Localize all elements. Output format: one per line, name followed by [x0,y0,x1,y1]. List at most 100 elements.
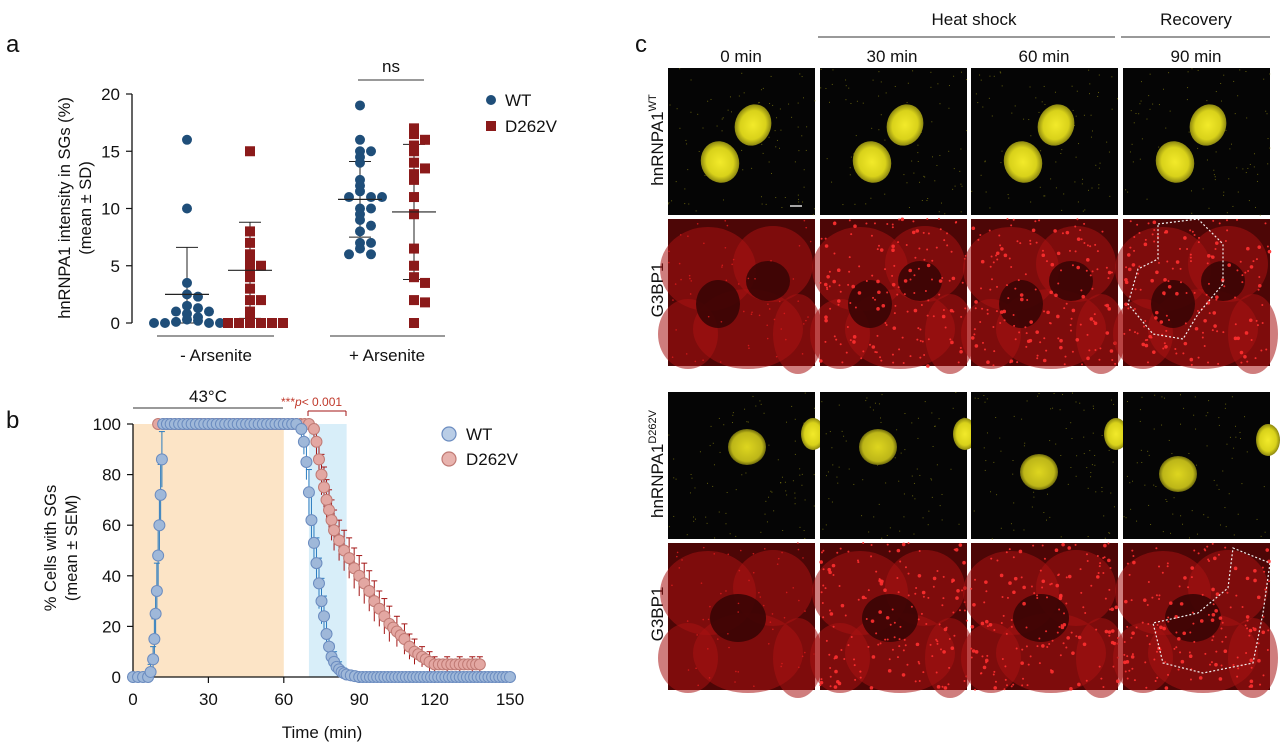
granule [1025,626,1028,629]
noise-dot [1099,162,1101,164]
noise-dot [1055,187,1057,189]
noise-dot [718,417,720,419]
granule [822,616,825,619]
noise-dot [1183,407,1185,409]
granule [891,648,894,651]
granule [833,685,838,689]
noise-dot [958,523,960,525]
noise-dot [1197,69,1199,71]
granule [679,234,682,236]
granule [1129,220,1132,223]
granule [870,555,873,558]
noise-dot [1168,72,1170,74]
granule [871,655,876,659]
data-point-d262v [245,295,255,306]
noise-dot [798,198,800,200]
granule [776,563,779,565]
micrograph-r2-c4 [1113,218,1278,374]
granule [716,638,719,640]
granule [1079,323,1082,326]
xtick-label-b: 150 [496,690,524,709]
granule [992,325,995,328]
noise-dot [1225,129,1227,131]
granule [910,605,913,608]
granule [826,274,830,279]
noise-dot [952,188,954,190]
granule [1125,660,1130,664]
granule [1018,331,1021,334]
granule [1102,557,1105,560]
noise-dot [1092,405,1094,407]
granule [1154,679,1157,682]
granule [1189,678,1192,681]
noise-dot [1219,524,1221,526]
noise-dot [668,203,670,205]
granule [1068,249,1071,252]
noise-dot [766,521,768,523]
granule [1086,356,1090,361]
granule [766,324,769,327]
granule [836,268,841,273]
granule [914,592,917,595]
granule [783,312,786,315]
noise-dot [1264,531,1266,533]
nucleus [728,429,766,465]
granule [1049,583,1052,586]
granule [1070,329,1073,332]
granule [824,315,828,319]
noise-dot [772,104,774,106]
granule [1179,247,1182,250]
granule [1254,357,1257,360]
granule [1124,280,1129,285]
granule [1179,281,1182,284]
data-point-wt [355,157,365,168]
ytick-label-a: 5 [111,257,120,276]
data-point-wt [315,595,328,608]
noise-dot [1125,517,1127,519]
noise-dot [936,464,938,466]
granule [1239,350,1244,355]
granule [1019,242,1022,245]
granule [738,569,741,572]
noise-dot [1180,423,1182,425]
noise-dot [1091,187,1093,189]
granule [937,218,940,221]
granule [1056,314,1060,319]
noise-dot [1131,143,1133,145]
micrograph-r1-c3 [971,68,1119,215]
granule [986,625,989,628]
ytick-label-b: 0 [112,668,121,687]
noise-dot [954,185,956,187]
data-point-wt [215,318,225,328]
granule [1130,599,1133,602]
noise-dot [1098,187,1100,189]
granule [1060,625,1065,630]
data-point-d262v [256,260,266,271]
noise-dot [813,474,815,476]
granule [820,237,823,240]
noise-dot [983,447,985,449]
granule [1166,562,1169,565]
noise-dot [794,440,796,442]
noise-dot [986,432,988,434]
noise-dot [1021,418,1023,420]
row-label-hnrnpa1-d262v: hnRNPA1D262V [647,409,667,518]
granule [1179,651,1182,654]
noise-dot [686,534,688,536]
noise-dot [770,75,772,77]
granule [984,658,989,663]
noise-dot [880,421,882,423]
granule [1124,302,1128,307]
noise-dot [1075,115,1077,117]
granule [907,572,910,575]
granule [696,222,699,225]
noise-dot [934,425,936,427]
granule [979,321,982,324]
granule [721,264,724,267]
noise-dot [693,520,695,522]
noise-dot [791,405,793,407]
granule [984,580,988,584]
noise-dot [764,513,766,515]
data-point-wt [344,249,354,260]
